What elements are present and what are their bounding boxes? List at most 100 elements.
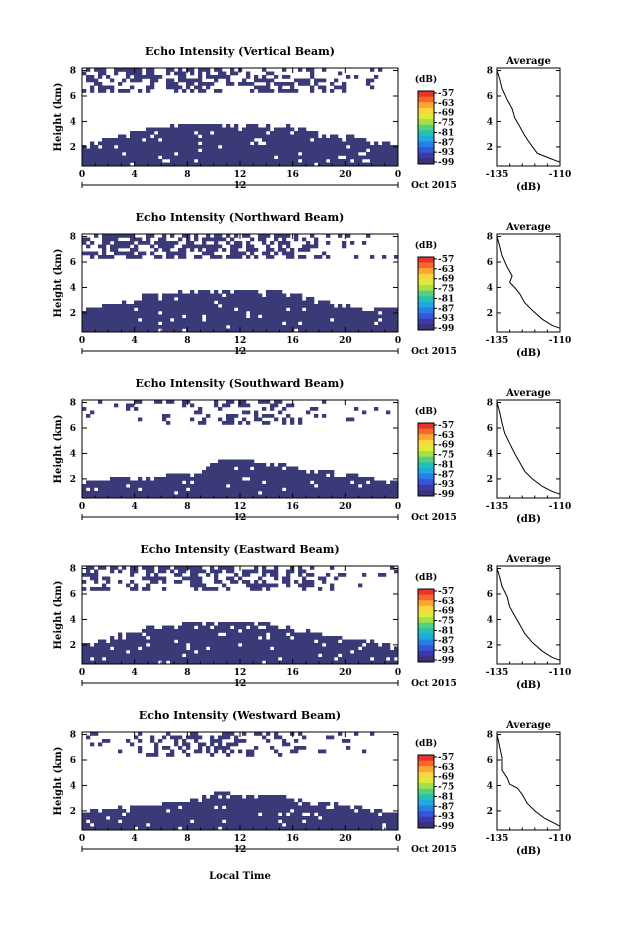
echo-cell: [178, 297, 183, 301]
echo-cell: [250, 480, 255, 485]
colorbar-swatch: [418, 622, 434, 629]
echo-cell: [230, 152, 235, 156]
echo-cell: [130, 321, 135, 326]
echo-cell: [206, 325, 211, 329]
echo-cell: [254, 255, 259, 259]
echo-cell: [374, 826, 379, 831]
x-tick-label: 0: [79, 834, 85, 844]
echo-cell: [186, 314, 191, 319]
echo-cell: [362, 809, 367, 813]
echo-cell: [358, 325, 363, 329]
echo-cell: [166, 321, 171, 326]
echo-cell: [102, 643, 107, 647]
echo-cell: [230, 477, 235, 481]
echo-cell: [354, 477, 359, 481]
echo-cell: [142, 484, 147, 488]
echo-cell: [322, 657, 327, 661]
echo-cell: [186, 494, 191, 499]
echo-cell: [266, 480, 271, 485]
echo-cell: [234, 809, 239, 813]
echo-cell: [250, 802, 255, 806]
colorbar-swatch: [418, 107, 434, 114]
echo-cell: [310, 639, 315, 644]
echo-cell: [262, 580, 267, 584]
echo-cell: [366, 78, 371, 83]
echo-cell: [118, 484, 123, 488]
echo-cell: [198, 650, 203, 654]
echo-cell: [258, 732, 263, 736]
echo-cell: [94, 646, 99, 651]
echo-cell: [350, 321, 355, 326]
echo-cell: [346, 325, 351, 329]
echo-cell: [210, 141, 215, 146]
echo-cell: [126, 307, 131, 312]
echo-cell: [154, 653, 159, 658]
echo-cell: [170, 155, 175, 160]
echo-cell: [230, 795, 235, 799]
echo-cell: [174, 304, 179, 308]
echo-cell: [346, 314, 351, 319]
echo-cell: [266, 816, 271, 820]
echo-cell: [330, 657, 335, 661]
echo-cell: [222, 304, 227, 308]
echo-cell: [182, 297, 187, 301]
echo-cell: [242, 134, 247, 139]
echo-cell: [230, 421, 235, 425]
echo-cell: [274, 127, 279, 132]
echo-cell: [310, 314, 315, 319]
echo-cell: [226, 816, 231, 820]
echo-cell: [322, 802, 327, 806]
echo-cell: [346, 646, 351, 651]
echo-cell: [130, 328, 135, 333]
echo-cell: [150, 307, 155, 312]
echo-cell: [182, 805, 187, 810]
echo-cell: [302, 487, 307, 492]
colorbar-swatch: [418, 262, 434, 269]
profile-y-tick-label: 6: [487, 590, 493, 600]
echo-cell: [110, 653, 115, 658]
echo-cell: [190, 155, 195, 160]
echo-cell: [282, 318, 287, 322]
echo-cell: [170, 809, 175, 813]
echo-cell: [382, 491, 387, 495]
echo-cell: [126, 480, 131, 485]
echo-cell: [306, 155, 311, 160]
echo-cell: [90, 487, 95, 492]
echo-cell: [278, 162, 283, 167]
echo-cell: [126, 632, 131, 637]
echo-cell: [314, 328, 319, 333]
echo-cell: [250, 749, 255, 754]
echo-cell: [214, 653, 219, 658]
echo-cell: [94, 251, 99, 256]
echo-cell: [198, 311, 203, 315]
echo-cell: [94, 159, 99, 163]
echo-cell: [82, 487, 87, 492]
echo-cell: [330, 89, 335, 93]
echo-cell: [186, 576, 191, 581]
echo-cell: [394, 816, 399, 820]
echo-cell: [174, 159, 179, 163]
echo-cell: [146, 321, 151, 326]
echo-cell: [94, 587, 99, 591]
echo-cell: [366, 314, 371, 319]
colorbar-tick-label: -63: [438, 597, 454, 607]
echo-cell: [158, 491, 163, 495]
profile-line: [496, 568, 561, 661]
echo-cell: [194, 812, 199, 817]
echo-cell: [166, 484, 171, 488]
echo-cell: [102, 639, 107, 644]
echo-cell: [298, 145, 303, 149]
echo-cell: [334, 484, 339, 488]
echo-cell: [82, 155, 87, 160]
echo-cell: [198, 248, 203, 252]
echo-cell: [146, 68, 151, 72]
echo-cell: [130, 85, 135, 90]
echo-cell: [306, 636, 311, 640]
echo-cell: [86, 494, 91, 499]
echo-cell: [138, 639, 143, 644]
echo-cell: [162, 632, 167, 637]
echo-cell: [114, 314, 119, 319]
echo-cell: [98, 484, 103, 488]
echo-cell: [254, 491, 259, 495]
echo-cell: [382, 255, 387, 259]
